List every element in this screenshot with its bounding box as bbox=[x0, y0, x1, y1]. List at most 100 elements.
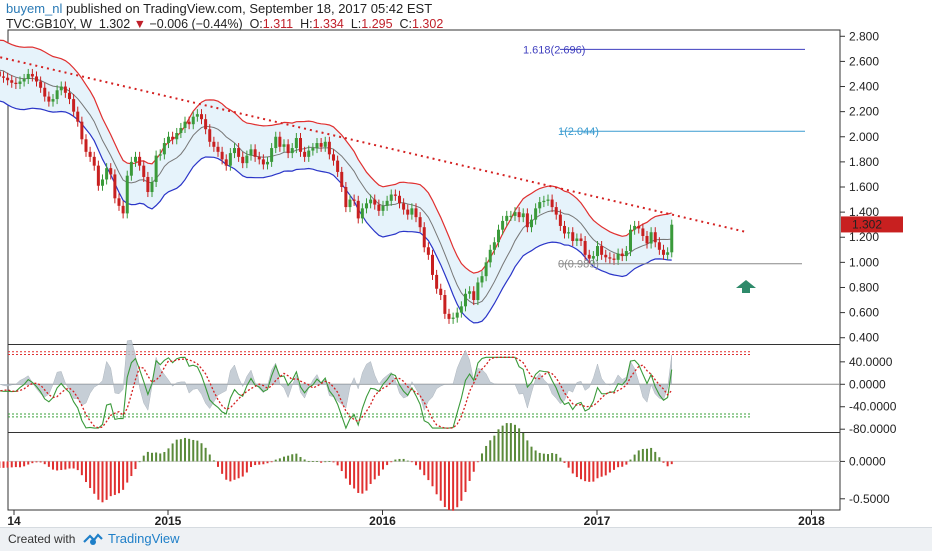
hist-bar bbox=[271, 461, 273, 462]
candle-body bbox=[229, 153, 232, 166]
hist-bar bbox=[275, 460, 277, 462]
candle-body bbox=[142, 166, 145, 177]
candle-body bbox=[559, 215, 562, 226]
candle-body bbox=[518, 212, 521, 217]
hist-bar bbox=[130, 461, 132, 476]
hist-bar bbox=[332, 461, 334, 462]
candle-body bbox=[113, 174, 116, 198]
hist-bar bbox=[225, 461, 227, 479]
hist-bar bbox=[229, 461, 231, 481]
hist-bar bbox=[427, 461, 429, 480]
hist-bar bbox=[345, 461, 347, 478]
hist-bar bbox=[671, 461, 673, 464]
candle-body bbox=[472, 291, 475, 300]
candle-body bbox=[485, 262, 488, 276]
hist-bar bbox=[444, 461, 446, 507]
hist-bar bbox=[625, 461, 627, 464]
candle-body bbox=[369, 200, 372, 204]
hist-bar bbox=[403, 459, 405, 461]
candle-body bbox=[584, 241, 587, 255]
hist-bar bbox=[555, 454, 557, 462]
candle-body bbox=[163, 143, 166, 154]
hist-bar bbox=[514, 425, 516, 462]
candle-body bbox=[402, 203, 405, 209]
hist-bar bbox=[15, 461, 17, 467]
hist-bar bbox=[172, 443, 174, 461]
candle-body bbox=[167, 137, 170, 143]
hist-bar bbox=[613, 461, 615, 469]
hist-bar bbox=[596, 461, 598, 478]
candle-body bbox=[282, 144, 285, 147]
hist-bar bbox=[543, 454, 545, 462]
hist-bar bbox=[506, 423, 508, 461]
hist-bar bbox=[118, 461, 120, 493]
hist-bar bbox=[469, 461, 471, 481]
candle-body bbox=[56, 90, 59, 99]
hist-bar bbox=[101, 461, 103, 502]
candle-body bbox=[179, 128, 182, 133]
candle-body bbox=[489, 250, 492, 263]
hist-bar bbox=[299, 457, 301, 461]
tradingview-brand[interactable]: TradingView bbox=[108, 531, 180, 546]
hist-bar bbox=[23, 461, 25, 466]
price-tick-label: 0.800 bbox=[849, 280, 879, 294]
candle-body bbox=[633, 226, 636, 230]
hist-bar bbox=[654, 452, 656, 462]
hist-bar bbox=[254, 461, 256, 465]
candle-body bbox=[287, 144, 290, 153]
hist-bar bbox=[40, 461, 42, 462]
hist-bar bbox=[667, 461, 669, 466]
hist-bar bbox=[411, 461, 413, 462]
candle-body bbox=[233, 148, 236, 153]
price-tick-label: 1.600 bbox=[849, 180, 879, 194]
candle-body bbox=[394, 195, 397, 196]
candle-body bbox=[612, 259, 615, 260]
candle-body bbox=[6, 78, 9, 81]
candle-body bbox=[270, 148, 273, 162]
price-chart[interactable]: 2.8002.6002.4002.2002.0001.8001.6001.400… bbox=[0, 0, 932, 527]
candle-body bbox=[60, 87, 63, 91]
candle-body bbox=[641, 228, 644, 236]
hist-bar bbox=[638, 450, 640, 461]
candle-body bbox=[84, 139, 87, 152]
candle-body bbox=[579, 238, 582, 241]
candle-body bbox=[336, 161, 339, 172]
hist-bar bbox=[419, 461, 421, 469]
hist-bar bbox=[374, 461, 376, 479]
hist-bar bbox=[572, 461, 574, 473]
hist-bar bbox=[485, 446, 487, 461]
hist-bar bbox=[44, 461, 46, 464]
candle-body bbox=[43, 88, 46, 97]
hist-bar bbox=[341, 461, 343, 471]
candle-body bbox=[542, 201, 545, 202]
candle-body bbox=[72, 99, 75, 112]
hist-bar bbox=[398, 459, 400, 461]
candle-body bbox=[398, 196, 401, 204]
candle-body bbox=[439, 289, 442, 295]
hist-bar bbox=[184, 438, 186, 461]
candle-body bbox=[538, 202, 541, 208]
hist-bar bbox=[147, 452, 149, 462]
hist-bar bbox=[320, 461, 322, 462]
candle-body bbox=[361, 208, 364, 218]
price-tick-label: 0.600 bbox=[849, 306, 879, 320]
candle-body bbox=[192, 117, 195, 125]
fib-level-label: 1.618(2.696) bbox=[523, 44, 585, 56]
hist-bar bbox=[423, 461, 425, 475]
candle-body bbox=[571, 232, 574, 241]
hist-bar bbox=[213, 460, 215, 461]
candle-body bbox=[340, 172, 343, 187]
hist-bar bbox=[580, 461, 582, 479]
candle-body bbox=[551, 200, 554, 208]
hist-bar bbox=[662, 461, 664, 462]
hist-bar bbox=[192, 440, 194, 461]
hist-bar bbox=[143, 456, 145, 462]
candle-body bbox=[654, 232, 657, 242]
hist-bar bbox=[629, 460, 631, 462]
candle-body bbox=[89, 152, 92, 157]
candle-body bbox=[373, 200, 376, 205]
hist-bar bbox=[584, 461, 586, 481]
candle-body bbox=[80, 122, 83, 140]
hist-bar bbox=[48, 461, 50, 466]
candle-body bbox=[134, 157, 137, 162]
